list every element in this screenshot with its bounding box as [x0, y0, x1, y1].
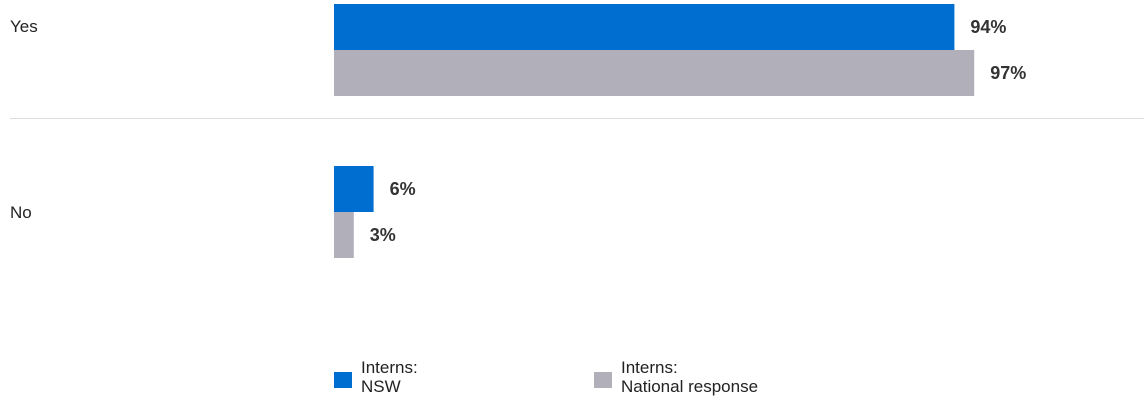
value-label-yes-series-2: 97%	[990, 63, 1026, 83]
bar-no-series-1	[334, 166, 374, 212]
value-label-yes-series-1: 94%	[970, 17, 1006, 37]
category-label-no: No	[10, 203, 32, 222]
value-label-no-series-2: 3%	[370, 225, 396, 245]
legend-label: Interns: NSW	[361, 358, 418, 396]
bar-yes-series-2	[334, 50, 975, 96]
value-label-no-series-1: 6%	[390, 179, 416, 199]
category-label-yes: Yes	[10, 17, 38, 36]
legend-item-1: Interns: NSW	[334, 358, 418, 396]
legend-label: Interns: National response	[621, 358, 758, 396]
bar-no-series-2	[334, 212, 354, 258]
value-labels: 94% 97% 6% 3%	[370, 17, 1026, 245]
legend-swatch	[594, 372, 612, 388]
legend-swatch	[334, 372, 352, 388]
legend: Interns: NSW Interns: National response	[334, 358, 758, 396]
category-labels: Yes No	[10, 17, 38, 222]
legend-item-2: Interns: National response	[594, 358, 758, 396]
bar-yes-series-1	[334, 4, 955, 50]
bars	[334, 4, 975, 258]
